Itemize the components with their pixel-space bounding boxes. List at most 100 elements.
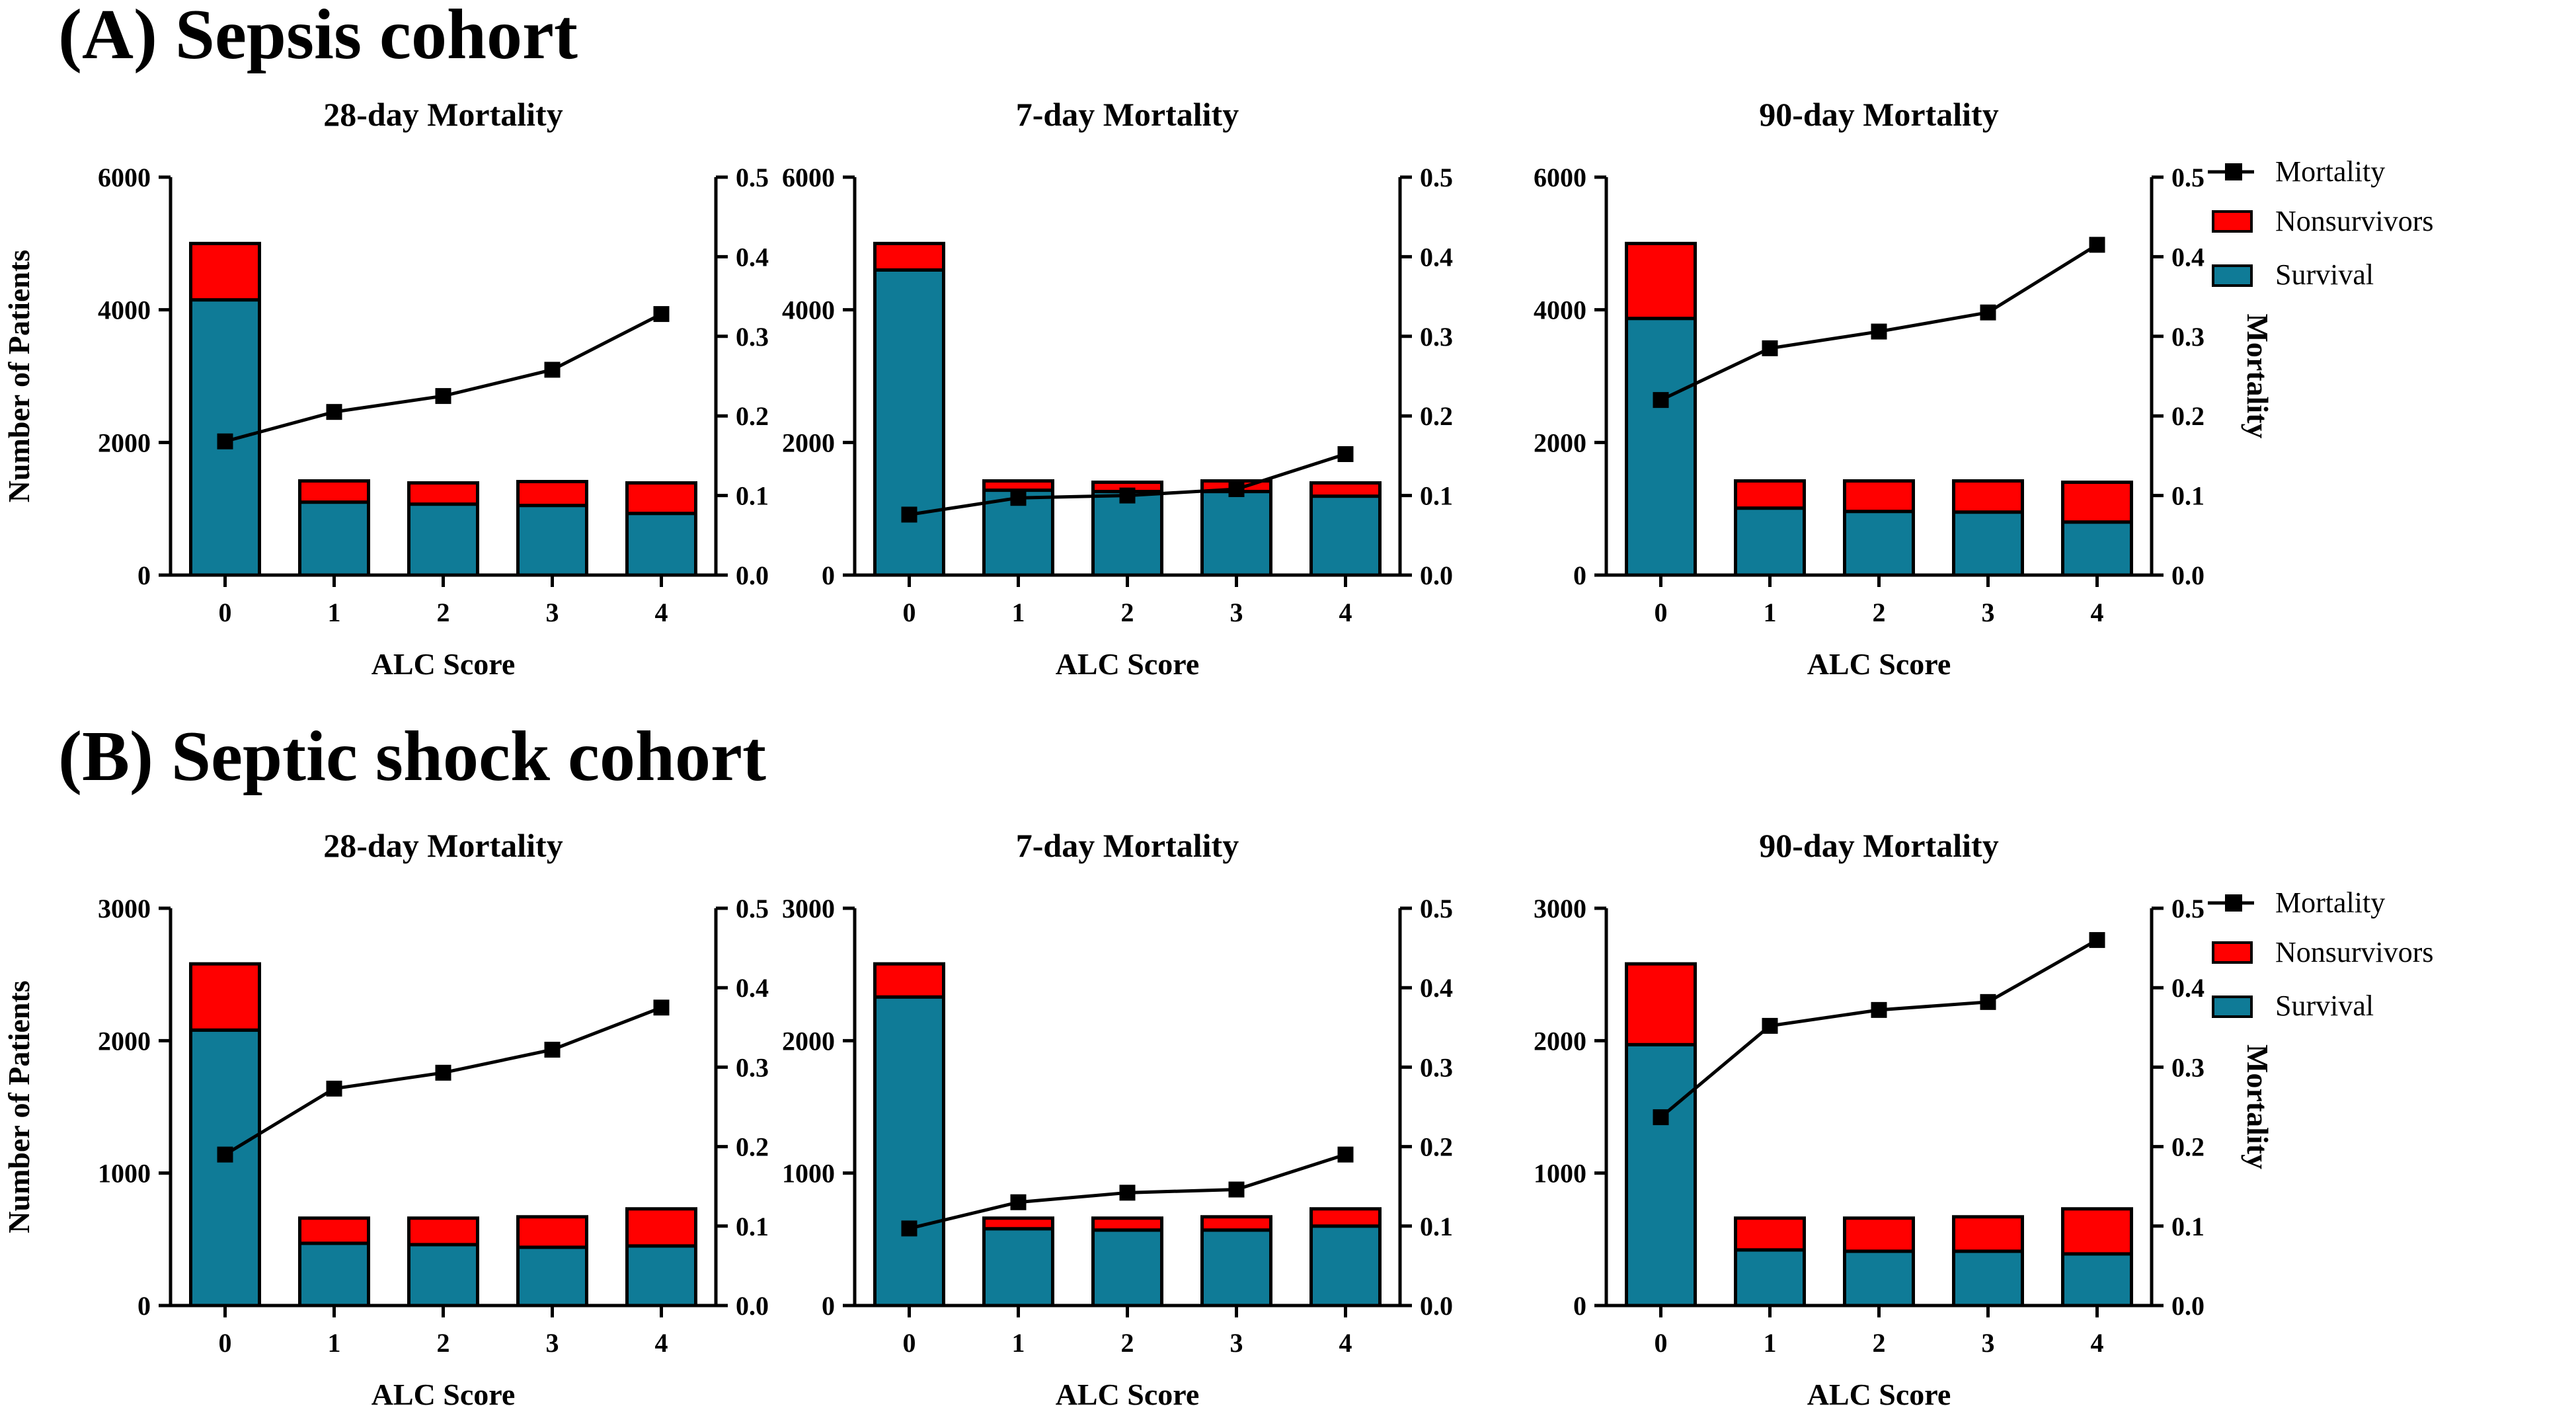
x-tick-label: 1 (1012, 1328, 1025, 1358)
mortality-point (217, 433, 233, 449)
y2-tick-label: 0.5 (2171, 163, 2205, 192)
chart-title: 90-day Mortality (1759, 96, 1998, 133)
section-title-a: (A) Sepsis cohort (58, 0, 578, 74)
y2-tick-label: 0.2 (1420, 1132, 1453, 1162)
y2-tick-label: 0.0 (1420, 561, 1453, 590)
y2-tick-label: 0.2 (736, 1132, 769, 1162)
y2-axis-title: Mortality (2241, 313, 2275, 438)
mortality-point (1119, 487, 1136, 504)
bar-nonsurvivors (1309, 1207, 1382, 1228)
y2-tick-label: 0.5 (736, 163, 769, 192)
mortality-point (1228, 481, 1245, 497)
bar-nonsurvivors (873, 962, 945, 999)
y2-tick-label: 0.0 (736, 1291, 769, 1321)
chart-panel: 7-day Mortality 0 1000 2000 3000 0.0 0.1 0.2 0.3… (782, 827, 1453, 1406)
mortality-point (326, 404, 342, 420)
mortality-point (544, 1041, 561, 1058)
mortality-line (224, 1005, 662, 1156)
bar-survival (407, 1243, 479, 1308)
mortality-point (1762, 1017, 1778, 1034)
mortality-point (1010, 1194, 1027, 1210)
bar-nonsurvivors (2061, 481, 2133, 524)
mortality-point (1871, 323, 1887, 340)
x-axis-title: ALC Score (1056, 647, 1200, 681)
x-tick-label: 0 (903, 598, 916, 627)
x-tick-label: 2 (1873, 1328, 1886, 1358)
chart-panel: 7-day Mortality 0 2000 4000 6000 0.0 0.1 0.2 0.3… (782, 96, 1453, 681)
y2-tick-label: 0.4 (736, 973, 769, 1003)
bar-nonsurvivors (516, 480, 588, 508)
y-tick-label: 2000 (782, 1026, 835, 1056)
legend-survival-label: Survival (2275, 258, 2374, 291)
legend-nonsurvivors-swatch (2212, 210, 2253, 233)
x-tick-label: 0 (1655, 598, 1668, 627)
x-tick-label: 2 (437, 598, 450, 627)
y2-tick-label: 0.1 (1420, 481, 1453, 511)
bar-nonsurvivors (873, 241, 945, 272)
x-axis-title: ALC Score (1807, 1378, 1951, 1406)
x-tick-label: 4 (1339, 598, 1352, 627)
x-tick-label: 4 (2091, 598, 2104, 627)
y2-axis-title: Mortality (2241, 1044, 2275, 1169)
x-tick-label: 2 (1121, 1328, 1134, 1358)
x-tick-label: 4 (2091, 1328, 2104, 1358)
y2-tick-label: 0.3 (736, 322, 769, 352)
y-tick-label: 6000 (782, 163, 835, 192)
x-axis-title: ALC Score (371, 647, 516, 681)
x-axis-title: ALC Score (1056, 1378, 1200, 1406)
x-tick-label: 2 (1121, 598, 1134, 627)
bar-nonsurvivors (1843, 479, 1915, 514)
bar-nonsurvivors (298, 1216, 370, 1245)
mortality-point (653, 306, 670, 323)
bar-nonsurvivors (1625, 241, 1697, 321)
legend-survival-swatch (2212, 264, 2253, 287)
mortality-point (435, 388, 451, 405)
x-tick-label: 4 (655, 1328, 668, 1358)
y-tick-label: 3000 (98, 894, 151, 923)
y-tick-label: 6000 (98, 163, 151, 192)
mortality-point (1337, 446, 1354, 462)
bar-nonsurvivors (1309, 481, 1382, 498)
bar-nonsurvivors (298, 479, 370, 504)
y-tick-label: 0 (137, 1291, 151, 1321)
bar-survival (1309, 1224, 1382, 1308)
mortality-point (1228, 1181, 1245, 1198)
x-tick-label: 0 (903, 1328, 916, 1358)
bar-survival (1625, 1042, 1697, 1308)
bar-survival (625, 1244, 697, 1308)
y2-tick-label: 0.2 (1420, 401, 1453, 431)
chart-panel: 28-day Mortality 0 1000 2000 3000 0.0 0.1 0.2 0.… (2, 827, 769, 1406)
bar-survival (298, 500, 370, 577)
y2-tick-label: 0.1 (2171, 481, 2205, 511)
section-title-b: (B) Septic shock cohort (58, 717, 766, 796)
bar-survival (1091, 490, 1163, 577)
x-tick-label: 4 (1339, 1328, 1352, 1358)
y-tick-label: 4000 (782, 295, 835, 325)
y2-tick-label: 0.1 (736, 1212, 769, 1241)
y-tick-label: 6000 (1534, 163, 1586, 192)
y2-tick-label: 0.2 (736, 401, 769, 431)
x-tick-label: 1 (1012, 598, 1025, 627)
x-axis-title: ALC Score (371, 1378, 516, 1406)
mortality-point (901, 506, 917, 523)
legend-mortality-label: Mortality (2275, 886, 2385, 919)
chart-title: 90-day Mortality (1759, 827, 1998, 864)
bar-survival (1200, 1228, 1272, 1308)
x-tick-label: 3 (1230, 598, 1243, 627)
legend-mortality-marker (2225, 163, 2242, 180)
mortality-point (1980, 304, 1996, 321)
y2-tick-label: 0.4 (1420, 242, 1453, 272)
bar-nonsurvivors (1952, 1215, 2024, 1253)
bar-survival (516, 1245, 588, 1308)
mortality-line (224, 312, 662, 444)
y2-tick-label: 0.0 (736, 561, 769, 590)
chart-panel: 90-day Mortality 0 1000 2000 3000 0.0 0.1 0.2 0.… (1534, 827, 2434, 1406)
y2-tick-label: 0.3 (2171, 322, 2205, 352)
x-tick-label: 3 (546, 1328, 559, 1358)
bar-nonsurvivors (1200, 1215, 1272, 1232)
charts-container: 28-day Mortality02000400060000.00.10.20.… (2, 96, 2434, 1406)
y-tick-label: 0 (137, 561, 151, 590)
y2-tick-label: 0.4 (1420, 973, 1453, 1003)
bar-nonsurvivors (1952, 479, 2024, 514)
